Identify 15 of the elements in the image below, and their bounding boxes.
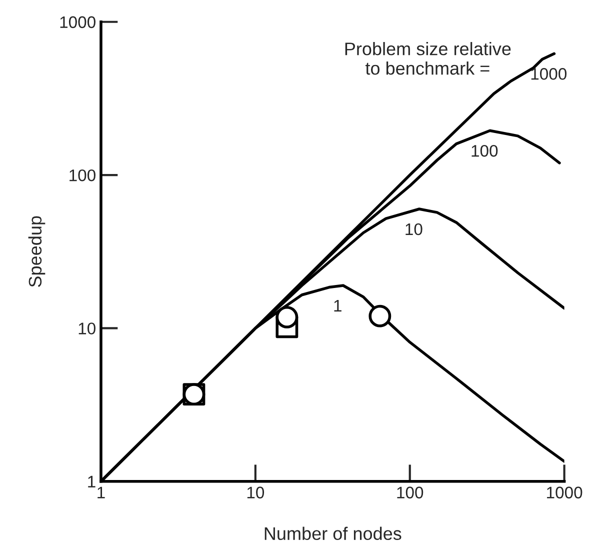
series-label: 100: [472, 144, 498, 157]
series-label: 1: [334, 300, 342, 312]
x-tick-label: 1000: [547, 486, 582, 498]
series-label: 1000: [531, 68, 567, 80]
y-axis-title: Speedup: [28, 216, 46, 287]
y-tick-label: 1000: [60, 16, 96, 28]
y-tick-label: 10: [78, 322, 96, 334]
series-label: 10: [406, 223, 422, 236]
y-tick-label: 100: [70, 169, 96, 182]
x-tick-label: 1: [98, 486, 105, 498]
x-tick-label: 10: [247, 486, 264, 498]
annotation: Problem size relative to benchmark =: [345, 42, 511, 75]
y-tick-label: 1: [88, 476, 96, 488]
x-axis-title: Number of nodes: [264, 526, 402, 540]
x-tick-label: 100: [397, 486, 424, 498]
